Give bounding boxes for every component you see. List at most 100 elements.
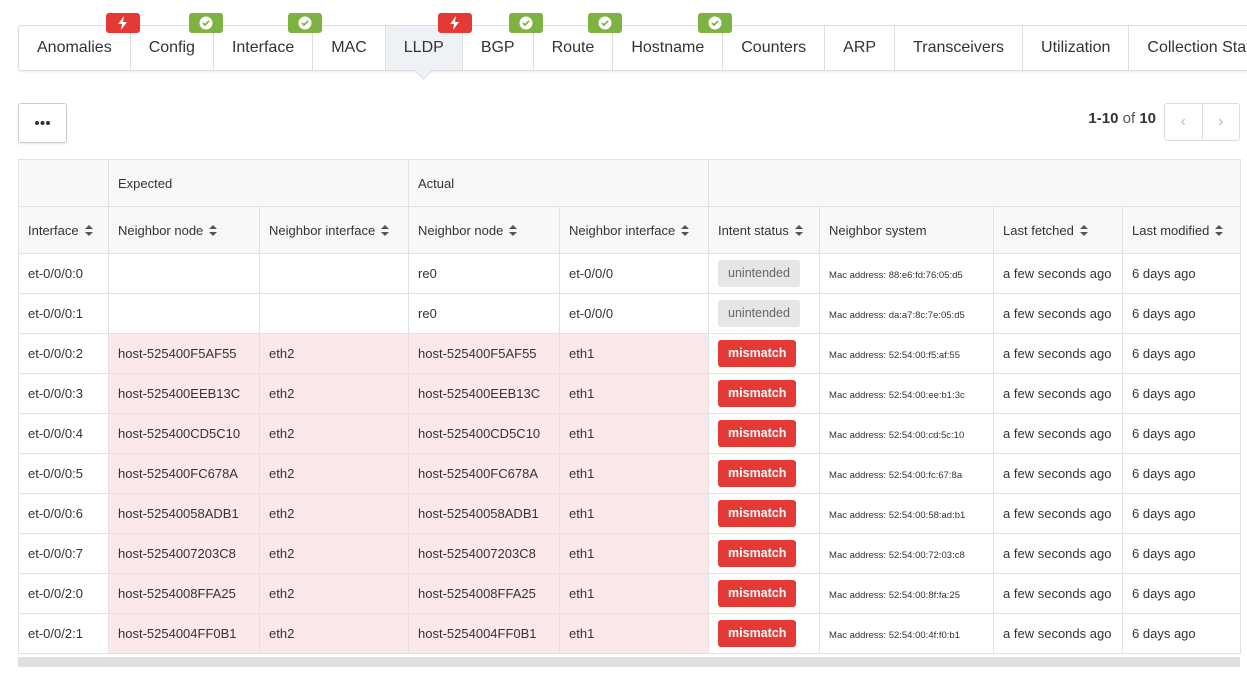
table-cell: eth1 <box>560 454 709 494</box>
table-cell: 6 days ago <box>1123 574 1241 614</box>
cell-text: eth1 <box>569 386 594 401</box>
cell-text: re0 <box>418 306 437 321</box>
cell-text: eth1 <box>569 426 594 441</box>
table-cell: et-0/0/0:0 <box>19 254 109 294</box>
tab[interactable]: Anomalies <box>19 26 131 70</box>
tab-label: BGP <box>481 39 515 56</box>
cell-text: host-525400FC678A <box>118 466 238 481</box>
table-row: et-0/0/0:1re0et-0/0/0unintendedMac addre… <box>19 294 1241 334</box>
cell-text: et-0/0/0:6 <box>28 506 83 521</box>
cell-text: eth2 <box>269 426 294 441</box>
table-cell: host-525400EEB13C <box>409 374 560 414</box>
tab-label: Hostname <box>631 39 704 56</box>
check-icon <box>199 16 213 30</box>
table-cell: mismatch <box>709 334 820 374</box>
table-cell: re0 <box>409 254 560 294</box>
table-cell: host-525400FC678A <box>409 454 560 494</box>
check-icon <box>598 16 612 30</box>
table-cell: 6 days ago <box>1123 454 1241 494</box>
cell-text: et-0/0/0:4 <box>28 426 83 441</box>
cell-text: 6 days ago <box>1132 426 1196 441</box>
tab[interactable]: Config <box>131 26 214 70</box>
table-cell: host-5254004FF0B1 <box>409 614 560 654</box>
column-header[interactable]: Last modified <box>1123 207 1241 254</box>
cell-text: host-525400CD5C10 <box>118 426 240 441</box>
column-header[interactable]: Interface <box>19 207 109 254</box>
cell-text: eth1 <box>569 506 594 521</box>
more-button[interactable] <box>18 103 67 143</box>
column-header[interactable]: Neighbor node <box>409 207 560 254</box>
table-cell: host-52540058ADB1 <box>409 494 560 534</box>
table-cell: host-5254007203C8 <box>409 534 560 574</box>
table-cell: Mac address: 52:54:00:fc:67:8a <box>820 454 994 494</box>
cell-text: eth2 <box>269 506 294 521</box>
column-header[interactable]: Intent status <box>709 207 820 254</box>
table-cell: mismatch <box>709 414 820 454</box>
cell-text: eth1 <box>569 626 594 641</box>
column-header[interactable]: Neighbor interface <box>260 207 409 254</box>
sort-icon[interactable] <box>681 225 689 236</box>
table-cell: mismatch <box>709 374 820 414</box>
column-label: Neighbor system <box>829 223 927 238</box>
next-page[interactable]: › <box>1203 104 1240 140</box>
tab[interactable]: Utilization <box>1023 26 1129 70</box>
table-cell: eth2 <box>260 334 409 374</box>
sort-icon[interactable] <box>85 225 93 236</box>
table-cell: Mac address: 52:54:00:8f:fa:25 <box>820 574 994 614</box>
tab[interactable]: Collection Statistics <box>1129 26 1247 70</box>
table-cell: et-0/0/0:6 <box>19 494 109 534</box>
tab[interactable]: Interface <box>214 26 313 70</box>
cell-text: eth1 <box>569 586 594 601</box>
tab[interactable]: Counters <box>723 26 825 70</box>
of-label: of <box>1123 110 1136 127</box>
bolt-icon <box>116 16 130 30</box>
scrollbar[interactable] <box>18 657 1240 667</box>
prev-page[interactable]: ‹ <box>1165 104 1203 140</box>
cell-text: eth1 <box>569 466 594 481</box>
sort-icon[interactable] <box>1215 225 1223 236</box>
column-header[interactable]: Neighbor node <box>109 207 260 254</box>
table-cell: et-0/0/0:4 <box>19 414 109 454</box>
table-cell: Mac address: 88:e6:fd:76:05:d5 <box>820 254 994 294</box>
table-row: et-0/0/0:2host-525400F5AF55eth2host-5254… <box>19 334 1241 374</box>
cell-text: host-525400F5AF55 <box>418 346 537 361</box>
cell-text: a few seconds ago <box>1003 586 1111 601</box>
sort-icon[interactable] <box>381 225 389 236</box>
cell-text: 6 days ago <box>1132 346 1196 361</box>
table-cell: host-5254007203C8 <box>109 534 260 574</box>
column-header[interactable]: Neighbor interface <box>560 207 709 254</box>
sort-icon[interactable] <box>1080 225 1088 236</box>
pager: ‹› <box>1164 103 1240 141</box>
sort-icon[interactable] <box>509 225 517 236</box>
tab[interactable]: Hostname <box>613 26 723 70</box>
table-cell: host-5254008FFA25 <box>409 574 560 614</box>
tab[interactable]: Transceivers <box>895 26 1023 70</box>
sort-icon[interactable] <box>209 225 217 236</box>
table-cell: a few seconds ago <box>994 334 1123 374</box>
status-tag: mismatch <box>718 580 796 607</box>
cell-text: host-525400EEB13C <box>418 386 540 401</box>
tab-label: Route <box>552 39 595 56</box>
table-cell: Mac address: 52:54:00:ee:b1:3c <box>820 374 994 414</box>
tab-label: Collection Statistics <box>1147 39 1247 56</box>
table-cell: a few seconds ago <box>994 454 1123 494</box>
column-label: Neighbor interface <box>569 223 675 238</box>
tab[interactable]: LLDP <box>386 26 463 70</box>
cell-text: eth2 <box>269 546 294 561</box>
table-cell: mismatch <box>709 494 820 534</box>
table-cell: 6 days ago <box>1123 334 1241 374</box>
table-row: et-0/0/0:3host-525400EEB13Ceth2host-5254… <box>19 374 1241 414</box>
cell-text: et-0/0/0:2 <box>28 346 83 361</box>
tab[interactable]: BGP <box>463 26 534 70</box>
cell-text: host-52540058ADB1 <box>118 506 239 521</box>
tab[interactable]: ARP <box>825 26 895 70</box>
cell-text: eth1 <box>569 546 594 561</box>
tab[interactable]: MAC <box>313 26 386 70</box>
sort-icon[interactable] <box>795 225 803 236</box>
cell-text: a few seconds ago <box>1003 346 1111 361</box>
column-header[interactable]: Last fetched <box>994 207 1123 254</box>
cell-text: eth2 <box>269 346 294 361</box>
table-cell: unintended <box>709 294 820 334</box>
table-body: et-0/0/0:0re0et-0/0/0unintendedMac addre… <box>19 254 1241 654</box>
tab[interactable]: Route <box>534 26 614 70</box>
